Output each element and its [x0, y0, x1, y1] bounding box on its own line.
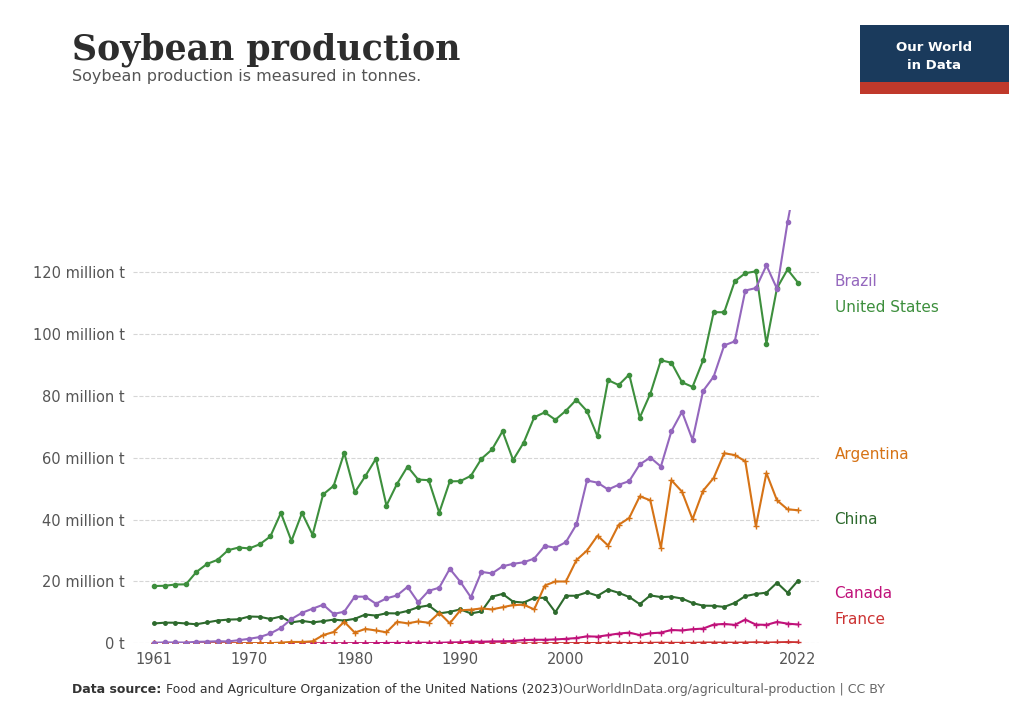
Text: Soybean production: Soybean production: [72, 33, 460, 67]
Text: in Data: in Data: [907, 59, 962, 72]
Text: France: France: [835, 612, 886, 627]
Text: Our World: Our World: [896, 40, 973, 54]
Bar: [860, 25, 1009, 82]
Text: Canada: Canada: [835, 586, 893, 601]
Bar: [860, 82, 1009, 94]
Text: Argentina: Argentina: [835, 448, 909, 462]
Text: Data source:: Data source:: [72, 683, 161, 696]
Text: OurWorldInData.org/agricultural-production | CC BY: OurWorldInData.org/agricultural-producti…: [563, 683, 885, 696]
Text: Soybean production is measured in tonnes.: Soybean production is measured in tonnes…: [72, 69, 421, 84]
Text: Brazil: Brazil: [835, 274, 878, 288]
Text: United States: United States: [835, 300, 938, 315]
Text: China: China: [835, 513, 878, 527]
Text: Food and Agriculture Organization of the United Nations (2023): Food and Agriculture Organization of the…: [162, 683, 563, 696]
